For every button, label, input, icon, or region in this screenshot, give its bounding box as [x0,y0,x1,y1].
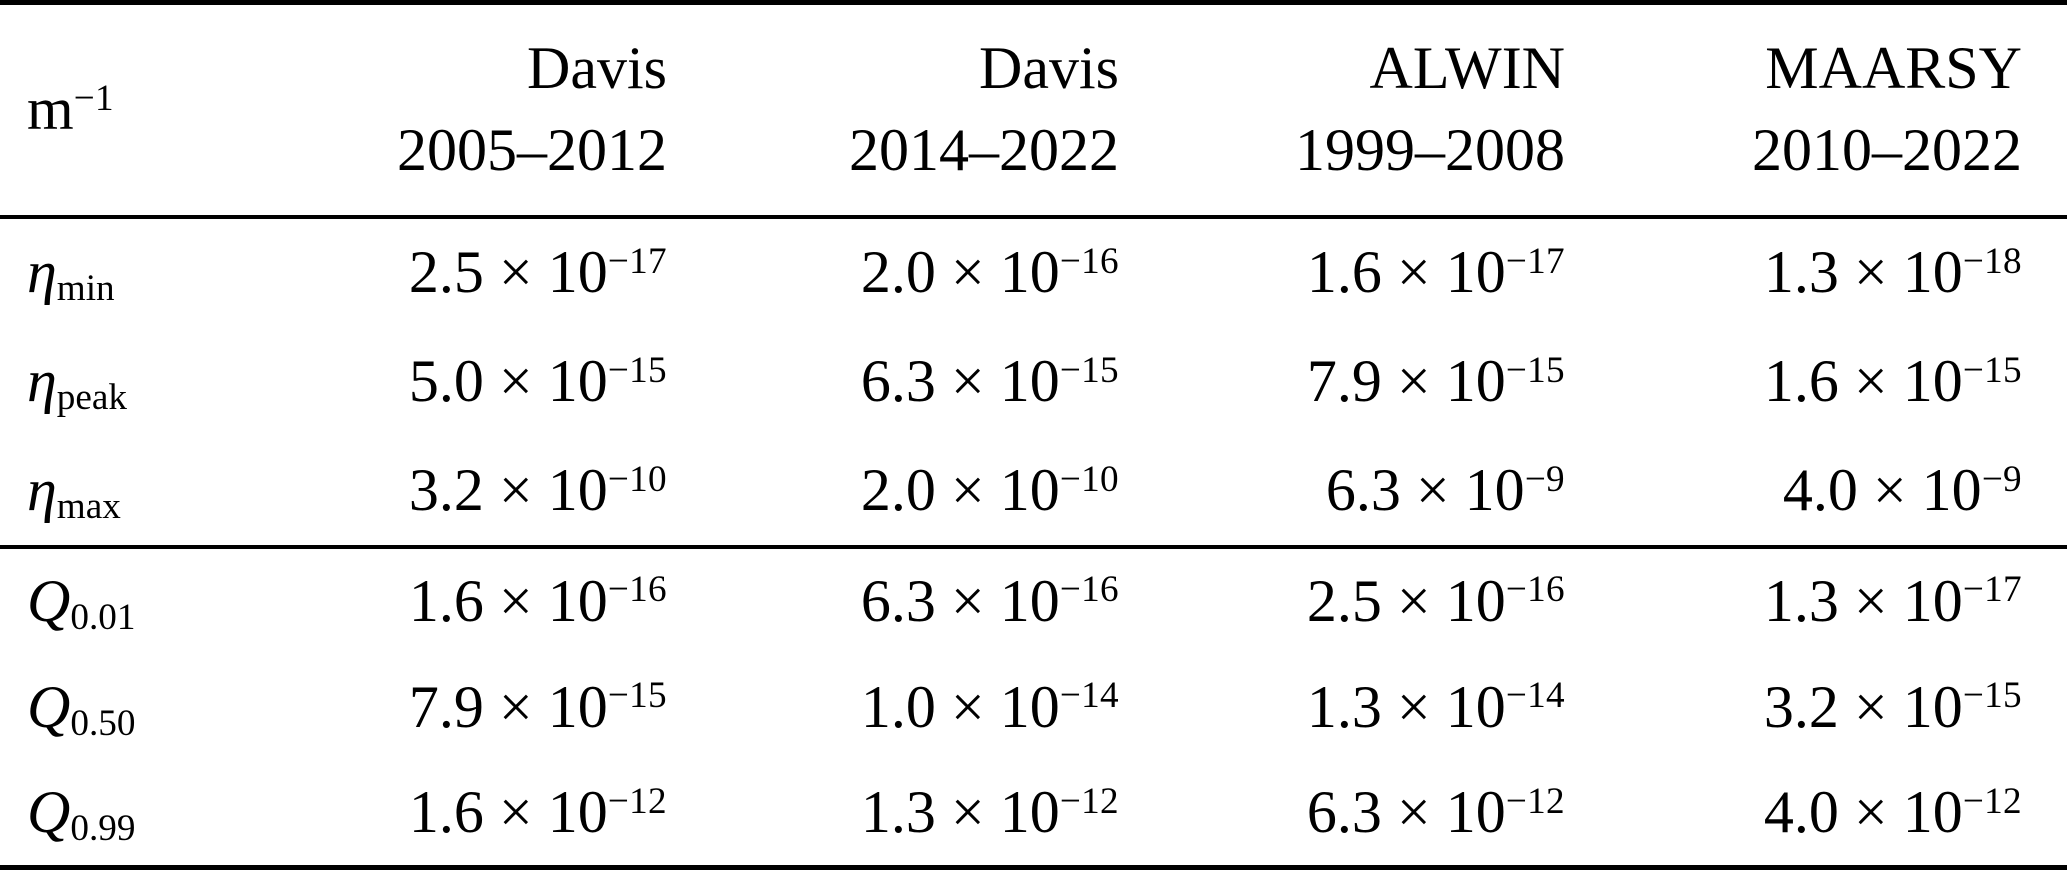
times-ten: × 10 [483,567,608,634]
table-row-q-0.01: Q0.01 1.6 × 10−16 6.3 × 10−16 2.5 × 10−1… [0,547,2067,654]
value-cell: 4.0 × 10−9 [1782,457,2022,523]
value-cell: 1.3 × 10−17 [1763,567,2022,634]
quantile-section: Q0.01 1.6 × 10−16 6.3 × 10−16 2.5 × 10−1… [0,547,2067,868]
value-cell: 1.6 × 10−16 [408,567,667,634]
value-cell: 6.3 × 10−15 [860,348,1119,414]
times-ten: × 10 [1838,779,1963,846]
column-name: MAARSY [1765,35,2022,102]
times-ten: × 10 [935,457,1060,523]
column-header-maarsy-2010-2022: MAARSY 2010–2022 [1565,3,2067,217]
times-ten: × 10 [1381,239,1506,305]
value-cell: 3.2 × 10−15 [1763,673,2022,740]
times-ten: × 10 [935,567,1060,634]
value-cell: 4.0 × 10−12 [1763,779,2022,846]
value-cell: 5.0 × 10−15 [408,348,667,414]
column-name: Davis [979,35,1119,102]
row-label-q-0.99: Q0.99 [27,779,136,850]
row-label-eta-peak: ηpeak [27,348,127,419]
value-cell: 1.6 × 10−12 [408,779,667,846]
column-header-alwin-1999-2008: ALWIN 1999–2008 [1119,3,1565,217]
column-years: 2010–2022 [1752,116,2022,183]
value-cell: 1.3 × 10−18 [1763,239,2022,305]
column-years: 2005–2012 [397,116,667,183]
value-cell: 2.0 × 10−10 [860,457,1119,523]
unit-exponent: −1 [73,77,114,119]
times-ten: × 10 [1838,567,1963,634]
times-ten: × 10 [483,673,608,740]
unit-base: m [27,76,74,143]
times-ten: × 10 [935,779,1060,846]
times-ten: × 10 [1381,779,1506,846]
value-cell: 2.5 × 10−17 [408,239,667,305]
value-cell: 1.0 × 10−14 [860,673,1119,740]
times-ten: × 10 [1838,673,1963,740]
row-label-q-0.01: Q0.01 [27,567,136,638]
row-label-q-0.50: Q0.50 [27,673,136,744]
column-years: 2014–2022 [849,116,1119,183]
value-cell: 6.3 × 10−9 [1325,457,1565,523]
table-row-q-0.50: Q0.50 7.9 × 10−15 1.0 × 10−14 1.3 × 10−1… [0,654,2067,761]
times-ten: × 10 [935,673,1060,740]
times-ten: × 10 [483,239,608,305]
value-cell: 3.2 × 10−10 [408,457,667,523]
value-cell: 2.0 × 10−16 [860,239,1119,305]
times-ten: × 10 [1857,457,1982,523]
unit-header-cell: m−1 [0,3,215,217]
column-years: 1999–2008 [1295,116,1565,183]
table-row-eta-min: ηmin 2.5 × 10−17 2.0 × 10−16 1.6 × 10−17… [0,217,2067,327]
table-row-eta-max: ηmax 3.2 × 10−10 2.0 × 10−10 6.3 × 10−9 … [0,437,2067,547]
column-header-davis-2005-2012: Davis 2005–2012 [215,3,667,217]
times-ten: × 10 [1838,239,1963,305]
times-ten: × 10 [483,457,608,523]
times-ten: × 10 [483,779,608,846]
times-ten: × 10 [1381,348,1506,414]
header-row: m−1 Davis 2005–2012 Davis 2014–2022 ALWI… [0,3,2067,217]
table-row-eta-peak: ηpeak 5.0 × 10−15 6.3 × 10−15 7.9 × 10−1… [0,327,2067,437]
row-label-eta-min: ηmin [27,239,115,310]
value-cell: 1.3 × 10−12 [860,779,1119,846]
row-label-eta-max: ηmax [27,457,121,528]
column-name: Davis [527,35,667,102]
value-cell: 6.3 × 10−16 [860,567,1119,634]
value-cell: 7.9 × 10−15 [408,673,667,740]
value-cell: 1.3 × 10−14 [1306,673,1565,740]
table-row-q-0.99: Q0.99 1.6 × 10−12 1.3 × 10−12 6.3 × 10−1… [0,761,2067,868]
value-cell: 7.9 × 10−15 [1306,348,1565,414]
column-header-davis-2014-2022: Davis 2014–2022 [667,3,1119,217]
times-ten: × 10 [1400,457,1525,523]
times-ten: × 10 [935,348,1060,414]
column-name: ALWIN [1369,35,1565,102]
times-ten: × 10 [1838,348,1963,414]
table-header: m−1 Davis 2005–2012 Davis 2014–2022 ALWI… [0,3,2067,217]
value-cell: 1.6 × 10−17 [1306,239,1565,305]
eta-section: ηmin 2.5 × 10−17 2.0 × 10−16 1.6 × 10−17… [0,217,2067,547]
value-cell: 2.5 × 10−16 [1306,567,1565,634]
times-ten: × 10 [1381,673,1506,740]
times-ten: × 10 [483,348,608,414]
value-cell: 6.3 × 10−12 [1306,779,1565,846]
value-cell: 1.6 × 10−15 [1763,348,2022,414]
times-ten: × 10 [935,239,1060,305]
times-ten: × 10 [1381,567,1506,634]
